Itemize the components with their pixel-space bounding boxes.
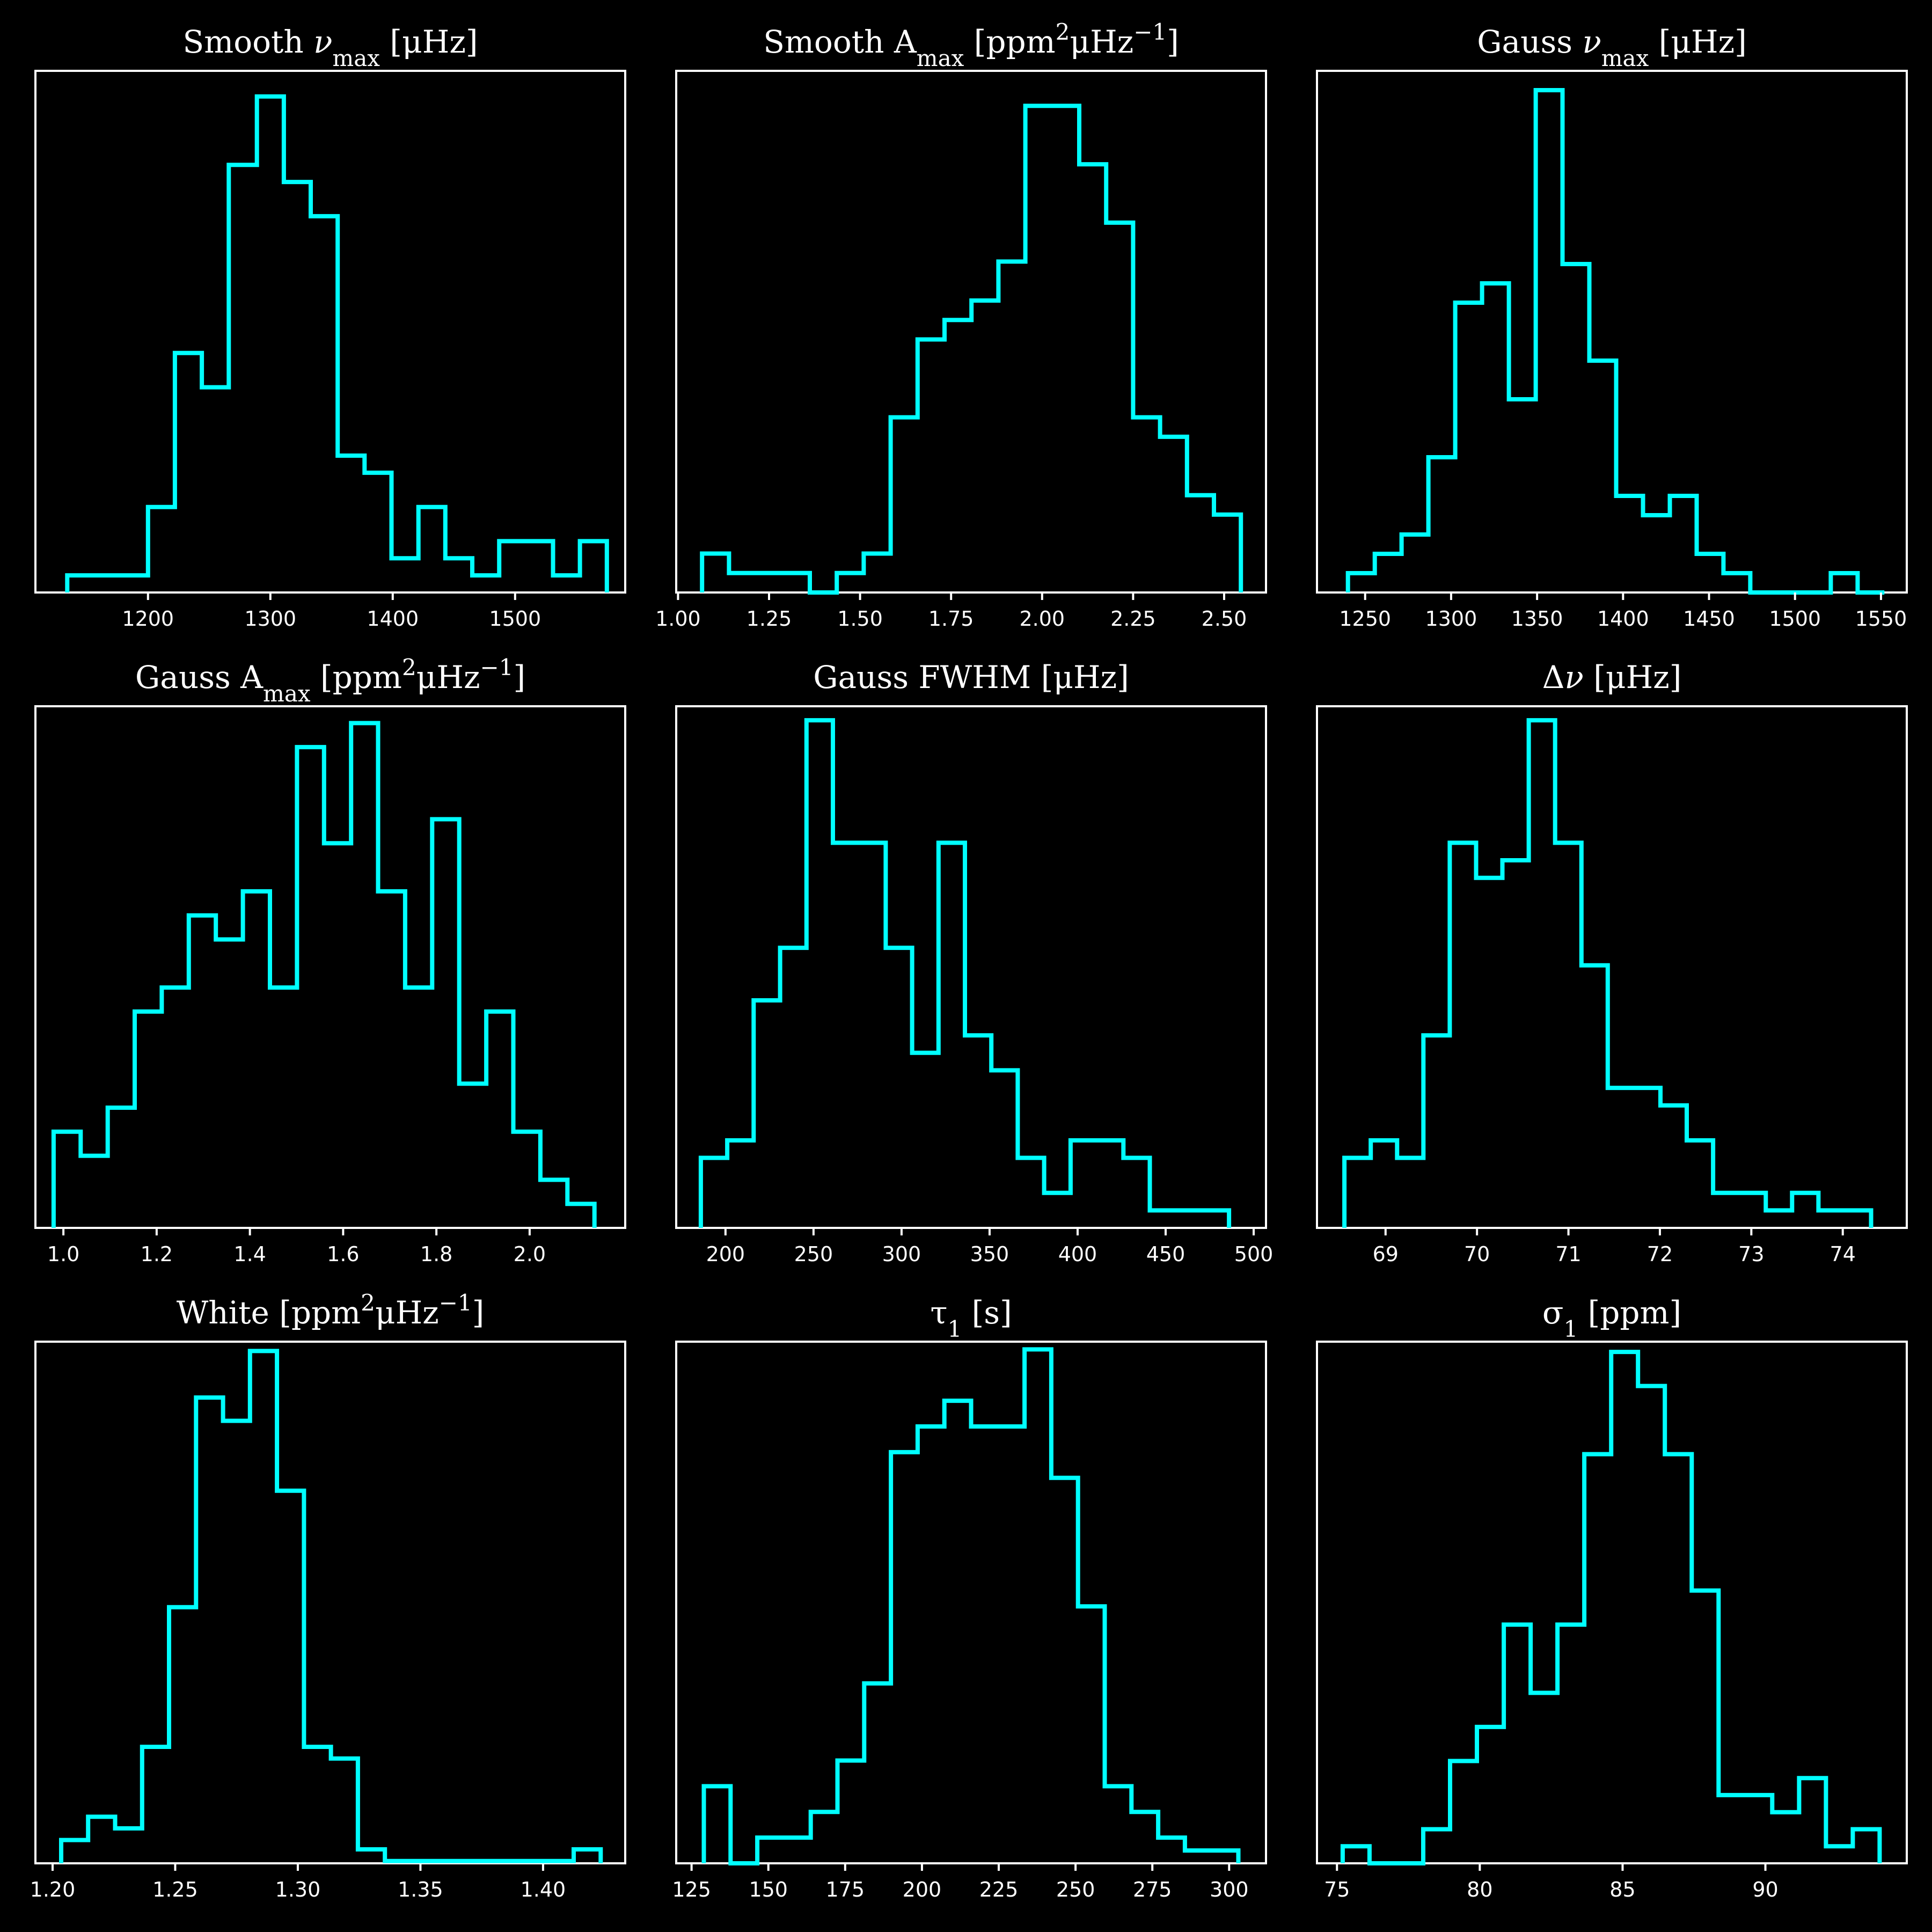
x-tick-label-delta-nu: 73 [1738, 1242, 1764, 1266]
axes-frame-white-noise [34, 1341, 626, 1864]
x-tick-label-smooth-numax: 1300 [244, 607, 296, 631]
x-tick-label-gauss-numax: 1250 [1339, 607, 1391, 631]
x-tick-label-gauss-amax: 1.2 [141, 1242, 173, 1266]
x-tick-label-smooth-amax: 1.50 [837, 607, 883, 631]
histogram-outline-white-noise [59, 1349, 603, 1863]
x-tick-label-gauss-numax: 1550 [1855, 607, 1907, 631]
x-tick-label-smooth-numax: 1400 [367, 607, 419, 631]
x-tick-label-tau1: 200 [903, 1878, 942, 1901]
histogram-outline-smooth-amax [700, 104, 1243, 595]
x-tick-label-smooth-amax: 1.75 [928, 607, 974, 631]
histogram-outline-gauss-fwhm [698, 718, 1232, 1228]
axes-frame-delta-nu [1316, 705, 1908, 1229]
x-tick-label-gauss-amax: 1.6 [327, 1242, 359, 1266]
axes-frame-gauss-numax [1316, 70, 1908, 594]
histogram-panel-white-noise: White [ppm2μHz−1] 1.20 1.25 1.30 1.35 1.40 [30, 1290, 626, 1901]
x-tick-label-gauss-fwhm: 250 [794, 1242, 833, 1266]
x-tick-label-gauss-fwhm: 500 [1234, 1242, 1274, 1266]
x-tick-label-gauss-amax: 1.8 [420, 1242, 452, 1266]
x-tick-label-smooth-numax: 1200 [122, 607, 174, 631]
x-tick-label-smooth-amax: 2.50 [1202, 607, 1247, 631]
x-tick-label-gauss-fwhm: 200 [706, 1242, 745, 1266]
x-tick-label-smooth-amax: 1.25 [747, 607, 792, 631]
x-tick-label-gauss-fwhm: 400 [1058, 1242, 1097, 1266]
x-tick-label-gauss-amax: 2.0 [514, 1242, 546, 1266]
x-tick-label-gauss-numax: 1450 [1683, 607, 1735, 631]
x-tick-label-sigma1: 80 [1467, 1878, 1492, 1901]
x-tick-label-tau1: 275 [1133, 1878, 1172, 1901]
x-tick-label-smooth-numax: 1500 [489, 607, 541, 631]
x-tick-label-tau1: 125 [672, 1878, 711, 1901]
histogram-panel-smooth-numax: Smooth νmax [μHz] 1200 1300 1400 1500 [34, 24, 626, 631]
x-tick-label-gauss-fwhm: 350 [970, 1242, 1009, 1266]
histogram-panel-gauss-amax: Gauss Amax [ppm2μHz−1] 1.0 1.2 1.4 1.6 1.8 2.0 [34, 654, 626, 1266]
x-tick-label-tau1: 300 [1210, 1878, 1249, 1901]
histogram-panel-smooth-amax: Smooth Amax [ppm2μHz−1] 1.00 1.25 1.50 1.75 2… [655, 19, 1267, 631]
x-tick-label-gauss-numax: 1350 [1511, 607, 1563, 631]
x-tick-label-tau1: 150 [749, 1878, 788, 1901]
histogram-panel-tau1: τ1 [s] 125 150 175 200 225 250 275 300 [672, 1294, 1267, 1901]
panel-title-gauss-amax: Gauss Amax [ppm2μHz−1] [135, 654, 525, 707]
x-tick-label-tau1: 250 [1056, 1878, 1095, 1901]
x-tick-label-smooth-amax: 2.00 [1019, 607, 1065, 631]
x-tick-label-delta-nu: 70 [1464, 1242, 1490, 1266]
x-tick-label-gauss-amax: 1.4 [233, 1242, 266, 1266]
histogram-outline-tau1 [701, 1347, 1241, 1865]
x-tick-label-delta-nu: 71 [1555, 1242, 1581, 1266]
x-tick-label-gauss-amax: 1.0 [47, 1242, 79, 1266]
x-tick-label-tau1: 175 [826, 1878, 865, 1901]
panel-title-smooth-numax: Smooth νmax [μHz] [182, 24, 478, 71]
x-tick-label-smooth-amax: 1.00 [655, 607, 701, 631]
panel-title-gauss-numax: Gauss νmax [μHz] [1477, 24, 1747, 71]
panel-title-smooth-amax: Smooth Amax [ppm2μHz−1] [763, 19, 1179, 71]
x-tick-label-tau1: 225 [979, 1878, 1019, 1901]
x-tick-label-white-noise: 1.30 [275, 1878, 321, 1901]
histogram-panel-delta-nu: Δν [μHz] 69 70 71 72 73 74 [1316, 659, 1908, 1266]
x-tick-label-delta-nu: 72 [1647, 1242, 1673, 1266]
x-tick-label-delta-nu: 69 [1373, 1242, 1399, 1266]
x-tick-label-white-noise: 1.35 [398, 1878, 443, 1901]
panel-title-gauss-fwhm: Gauss FWHM [μHz] [813, 659, 1129, 696]
x-tick-label-delta-nu: 74 [1830, 1242, 1856, 1266]
x-tick-label-smooth-amax: 2.25 [1110, 607, 1156, 631]
histogram-outline-delta-nu [1342, 718, 1874, 1228]
x-tick-label-gauss-numax: 1300 [1425, 607, 1477, 631]
panel-title-tau1: τ1 [s] [930, 1294, 1012, 1342]
histogram-outline-gauss-amax [51, 721, 597, 1228]
panel-title-white-noise: White [ppm2μHz−1] [177, 1290, 485, 1331]
histogram-outline-smooth-numax [65, 94, 609, 592]
x-tick-label-gauss-fwhm: 300 [882, 1242, 921, 1266]
x-tick-label-white-noise: 1.40 [521, 1878, 566, 1901]
panel-title-sigma1: σ1 [ppm] [1542, 1294, 1681, 1342]
x-tick-label-white-noise: 1.20 [30, 1878, 76, 1901]
histogram-outline-sigma1 [1340, 1350, 1882, 1865]
x-tick-label-sigma1: 75 [1324, 1878, 1350, 1901]
histogram-outline-gauss-numax [1345, 88, 1885, 595]
histogram-panel-sigma1: σ1 [ppm] 75 80 85 90 [1316, 1294, 1908, 1901]
x-tick-label-gauss-fwhm: 450 [1146, 1242, 1185, 1266]
x-tick-label-gauss-numax: 1500 [1769, 607, 1821, 631]
axes-frame-gauss-amax [34, 705, 626, 1229]
panel-title-delta-nu: Δν [μHz] [1542, 659, 1682, 696]
x-tick-label-gauss-numax: 1400 [1597, 607, 1649, 631]
axes-frame-smooth-amax [675, 70, 1267, 594]
histogram-panel-gauss-numax: Gauss νmax [μHz] 1250 1300 1350 1400 1450 1500… [1316, 24, 1908, 631]
x-tick-label-sigma1: 85 [1609, 1878, 1635, 1901]
x-tick-label-white-noise: 1.25 [152, 1878, 198, 1901]
axes-frame-smooth-numax [34, 70, 626, 594]
histogram-panel-gauss-fwhm: Gauss FWHM [μHz] 200 250 300 350 400 450 500 [675, 659, 1274, 1266]
x-tick-label-sigma1: 90 [1752, 1878, 1778, 1901]
axes-frame-gauss-fwhm [675, 705, 1267, 1229]
